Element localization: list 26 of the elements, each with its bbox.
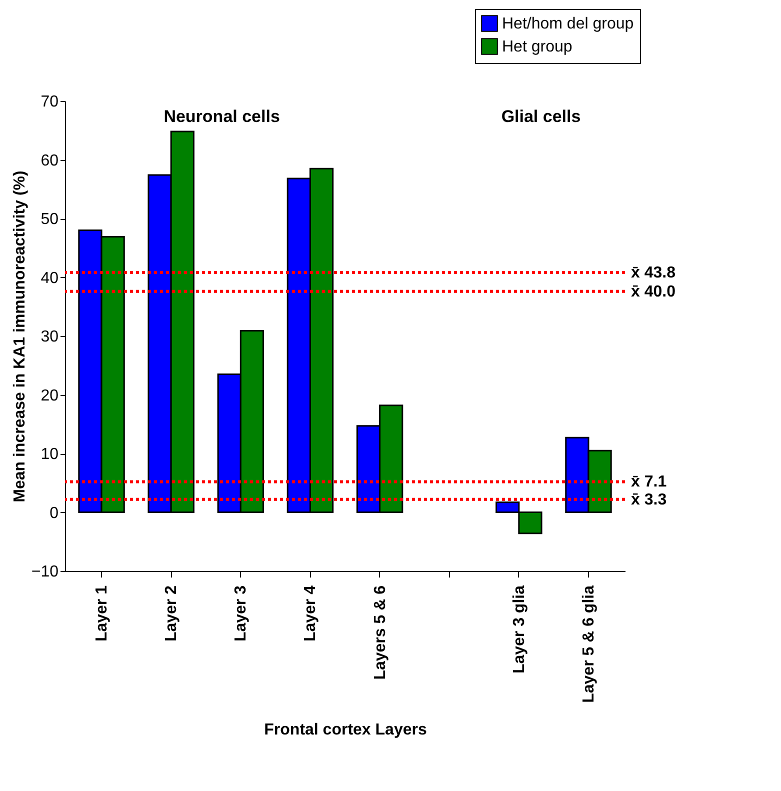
ref-line-label: x̄ 43.8 [631,264,676,282]
x-tick-label: Layer 1 [94,585,111,642]
y-tick-label: −10 [31,564,59,580]
y-tick-label: 60 [40,152,59,170]
y-tick-label: 10 [40,446,59,463]
y-axis-title: Mean increase in KA1 immunoreactivity (%) [11,170,28,502]
x-tick-label: Layer 3 [232,585,250,642]
y-tick-label: 0 [50,504,59,522]
annotation: Glial cells [501,107,581,126]
y-tick-label: 40 [40,270,59,287]
ref-line-label: x̄ 3.3 [631,491,667,508]
y-tick-label: 30 [40,328,59,346]
x-tick-label: Layer 4 [302,585,320,642]
x-tick-label: Layer 5 & 6 glia [580,585,598,703]
y-tick-label: 50 [40,211,59,228]
y-tick-label: 70 [40,94,59,110]
legend-label: Het/hom del group [502,16,634,32]
x-axis-title: Frontal cortex Layers [264,721,427,738]
annotation: Neuronal cells [164,107,280,126]
x-tick-label: Layer 3 glia [510,585,528,674]
legend-label: Het group [502,38,572,56]
x-tick-label: Layer 2 [163,585,180,642]
ref-line-label: x̄ 7.1 [631,474,667,491]
x-tick-label: Layers 5 & 6 [372,585,389,680]
y-tick-label: 20 [40,387,59,404]
ref-line-label: x̄ 40.0 [631,283,676,300]
